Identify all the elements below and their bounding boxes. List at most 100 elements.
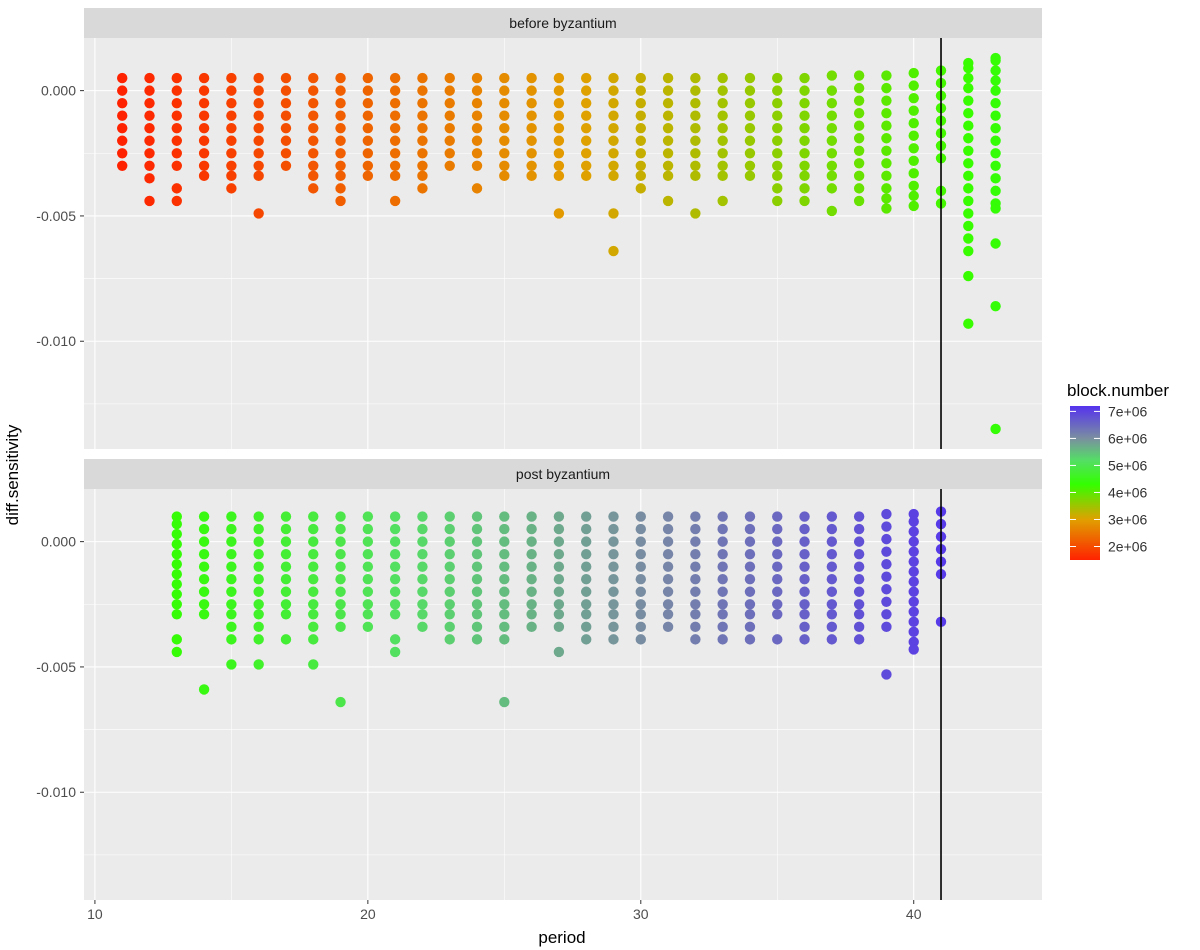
data-point: [990, 123, 1001, 134]
data-point: [881, 170, 892, 182]
data-point: [553, 208, 565, 219]
data-point: [226, 634, 237, 645]
data-point: [799, 160, 810, 172]
data-point: [280, 523, 292, 535]
data-point: [171, 548, 182, 560]
data-point: [553, 85, 565, 96]
data-point: [471, 123, 483, 134]
data-point: [881, 193, 892, 204]
data-point: [662, 148, 674, 159]
data-point: [389, 195, 401, 207]
data-point: [280, 72, 292, 84]
data-point: [499, 123, 510, 134]
data-point: [253, 110, 264, 121]
data-point: [335, 599, 346, 610]
data-point: [471, 523, 483, 535]
data-point: [335, 72, 346, 84]
data-point: [826, 634, 838, 645]
facet-strip-label: post byzantium: [516, 466, 610, 482]
data-point: [799, 135, 810, 146]
data-point: [908, 586, 919, 597]
data-point: [499, 511, 510, 522]
data-point: [280, 135, 292, 146]
data-point: [335, 609, 346, 620]
data-point: [881, 621, 892, 633]
data-point: [881, 546, 892, 557]
data-point: [253, 170, 264, 182]
data-point: [389, 536, 401, 547]
data-point: [308, 634, 319, 645]
data-point: [772, 123, 783, 134]
data-point: [226, 599, 237, 610]
panel-background: [84, 489, 1042, 900]
data-point: [580, 599, 592, 610]
data-point: [499, 523, 510, 535]
data-point: [389, 548, 401, 560]
data-point: [662, 574, 674, 585]
data-point: [171, 110, 182, 121]
data-point: [553, 646, 565, 658]
data-point: [772, 599, 783, 610]
data-point: [253, 536, 264, 547]
data-point: [553, 160, 565, 172]
data-point: [335, 696, 346, 708]
data-point: [881, 133, 892, 144]
data-point: [908, 130, 919, 141]
data-point: [335, 511, 346, 522]
data-point: [417, 586, 428, 597]
data-point: [171, 135, 182, 146]
data-point: [963, 183, 974, 194]
data-point: [198, 574, 210, 585]
data-point: [580, 536, 592, 547]
data-point: [444, 160, 455, 172]
data-point: [717, 511, 728, 522]
data-point: [772, 634, 783, 645]
data-point: [580, 574, 592, 585]
data-point: [362, 609, 374, 620]
data-point: [662, 123, 674, 134]
data-point: [580, 609, 592, 620]
data-point: [717, 621, 728, 633]
data-point: [662, 160, 674, 172]
data-point: [635, 621, 646, 633]
data-point: [253, 561, 264, 572]
data-point: [580, 170, 592, 182]
data-point: [471, 609, 483, 620]
data-point: [635, 135, 646, 146]
data-point: [799, 634, 810, 645]
data-point: [308, 85, 319, 96]
data-point: [471, 634, 483, 645]
data-point: [881, 158, 892, 169]
data-point: [799, 609, 810, 620]
data-point: [471, 586, 483, 597]
data-point: [717, 135, 728, 146]
y-tick-label: 0.000: [41, 83, 76, 99]
x-axis-title: period: [538, 928, 585, 947]
data-point: [826, 160, 838, 172]
data-point: [417, 183, 428, 194]
data-point: [908, 566, 919, 577]
data-point: [280, 511, 292, 522]
data-point: [389, 634, 401, 645]
data-point: [171, 518, 182, 530]
data-point: [853, 634, 865, 645]
data-point: [389, 586, 401, 597]
data-point: [226, 586, 237, 597]
data-point: [744, 609, 756, 620]
data-point: [608, 548, 619, 560]
data-point: [662, 110, 674, 121]
legend-ticks: 2e+06 3e+06 4e+06 5e+06 6e+06 7e+06: [1070, 403, 1148, 554]
data-point: [335, 85, 346, 96]
data-point: [799, 148, 810, 159]
data-point: [853, 170, 865, 182]
data-point: [553, 561, 565, 572]
data-point: [471, 511, 483, 522]
data-point: [826, 205, 838, 217]
data-point: [662, 511, 674, 522]
data-point: [799, 511, 810, 522]
data-point: [198, 85, 210, 96]
data-point: [908, 168, 919, 179]
data-point: [772, 97, 783, 109]
data-point: [526, 561, 537, 572]
